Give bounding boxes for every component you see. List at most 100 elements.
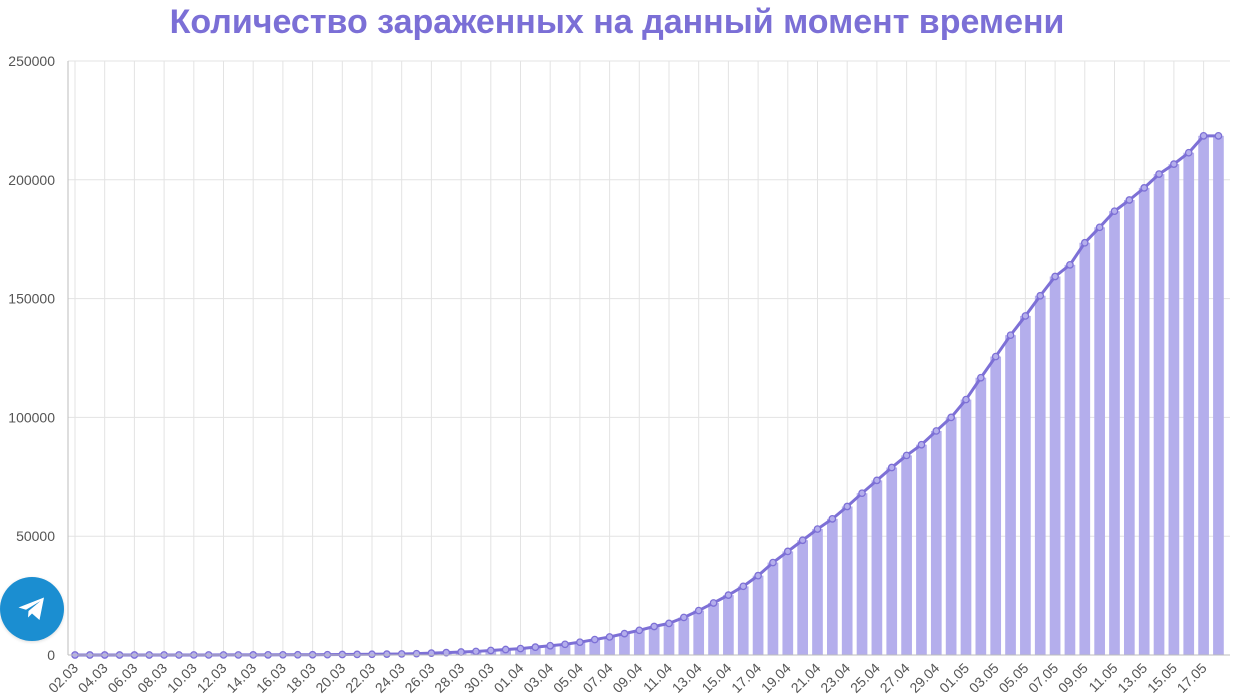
x-tick-label: 04.03: [75, 660, 111, 696]
bar: [648, 626, 660, 655]
bar: [1064, 264, 1076, 655]
data-point: [1199, 131, 1208, 140]
x-tick-label: 17.05: [1174, 660, 1210, 696]
x-tick-label: 17.04: [728, 660, 764, 696]
bar: [1183, 152, 1195, 655]
bar: [723, 595, 734, 655]
bar: [529, 647, 541, 655]
x-tick-label: 12.03: [194, 660, 230, 696]
x-tick-label: 05.04: [550, 660, 586, 696]
x-tick-label: 26.03: [401, 660, 437, 696]
data-point: [902, 451, 911, 460]
x-tick-label: 11.05: [1085, 660, 1121, 696]
x-tick-label: 11.04: [640, 660, 676, 696]
data-point: [679, 613, 688, 622]
data-point: [887, 463, 896, 472]
data-point: [665, 619, 673, 628]
data-point: [561, 640, 569, 649]
data-point: [1066, 261, 1074, 269]
y-tick-label: 250000: [8, 53, 55, 69]
data-point: [1021, 312, 1030, 320]
bar: [856, 493, 868, 655]
data-point: [1006, 331, 1015, 340]
axes: 0 50000 100000 150000 200000 250000 02.0304.03…: [8, 53, 1230, 696]
x-tick-label: 22.03: [342, 660, 378, 696]
bar: [1020, 315, 1031, 655]
data-point: [754, 571, 762, 580]
data-point: [991, 352, 1000, 361]
telegram-share-button[interactable]: [0, 577, 64, 641]
bar: [871, 480, 883, 655]
data-point: [650, 622, 658, 631]
x-tick-label: 10.03: [164, 660, 200, 696]
x-tick-label: 01.05: [936, 660, 972, 696]
x-tick-label: 05.05: [995, 660, 1031, 696]
x-tick-label: 08.03: [134, 660, 170, 696]
data-point: [1036, 291, 1045, 300]
data-point: [1110, 207, 1119, 216]
bar: [1034, 295, 1046, 655]
bar: [1168, 164, 1180, 655]
x-tick-label: 15.04: [698, 660, 734, 696]
data-point: [828, 515, 837, 523]
data-point: [576, 638, 584, 647]
bar: [1123, 199, 1135, 655]
x-tick-label: 02.03: [45, 660, 81, 696]
data-point: [442, 648, 451, 657]
bar: [930, 430, 942, 655]
x-tick-label: 21.04: [788, 660, 824, 696]
x-tick-label: 06.03: [104, 660, 140, 696]
data-point: [397, 650, 406, 658]
bar: [782, 551, 794, 655]
bar: [663, 623, 675, 655]
data-point: [843, 502, 852, 511]
bar: [1153, 174, 1165, 655]
bar: [916, 444, 927, 655]
trend-line-group: [71, 131, 1223, 659]
y-tick-label: 0: [47, 647, 55, 663]
data-point: [382, 650, 391, 658]
data-point: [620, 629, 629, 638]
x-tick-label: 14.03: [223, 660, 259, 696]
data-point: [353, 650, 361, 659]
data-point: [531, 643, 540, 652]
y-tick-label: 50000: [16, 528, 55, 544]
x-tick-label: 01.04: [491, 660, 527, 696]
telegram-icon: [18, 597, 44, 620]
trend-line: [75, 134, 1219, 657]
data-point: [724, 591, 733, 599]
x-tick-label: 07.05: [1025, 660, 1061, 696]
chart-title: Количество зараженных на данный момент в…: [169, 3, 1065, 41]
data-point: [635, 626, 644, 635]
bars-group: [69, 135, 1224, 655]
data-point: [1214, 131, 1223, 140]
y-tick-label: 150000: [8, 291, 55, 307]
data-point: [798, 536, 807, 545]
x-tick-label: 09.05: [1055, 660, 1091, 696]
bar: [604, 636, 615, 655]
bar: [1138, 187, 1150, 655]
data-point: [932, 427, 941, 435]
bar: [975, 377, 987, 655]
bar: [812, 529, 823, 655]
data-point: [962, 395, 970, 404]
x-tick-label: 20.03: [312, 660, 348, 696]
bar: [1094, 227, 1105, 655]
x-tick-label: 09.04: [609, 660, 645, 696]
data-point: [813, 525, 822, 533]
bar: [1079, 242, 1091, 655]
x-tick-label: 25.04: [847, 660, 883, 696]
bar: [633, 630, 645, 655]
data-point: [368, 650, 376, 659]
data-point: [605, 633, 614, 641]
data-point: [486, 646, 495, 655]
bar: [574, 642, 586, 655]
bar: [945, 417, 957, 655]
x-tick-label: 18.03: [283, 660, 319, 696]
bar: [841, 506, 853, 655]
x-tick-label: 03.04: [520, 660, 556, 696]
bar: [826, 518, 838, 655]
data-point: [783, 547, 792, 556]
y-tick-label: 200000: [8, 172, 55, 188]
